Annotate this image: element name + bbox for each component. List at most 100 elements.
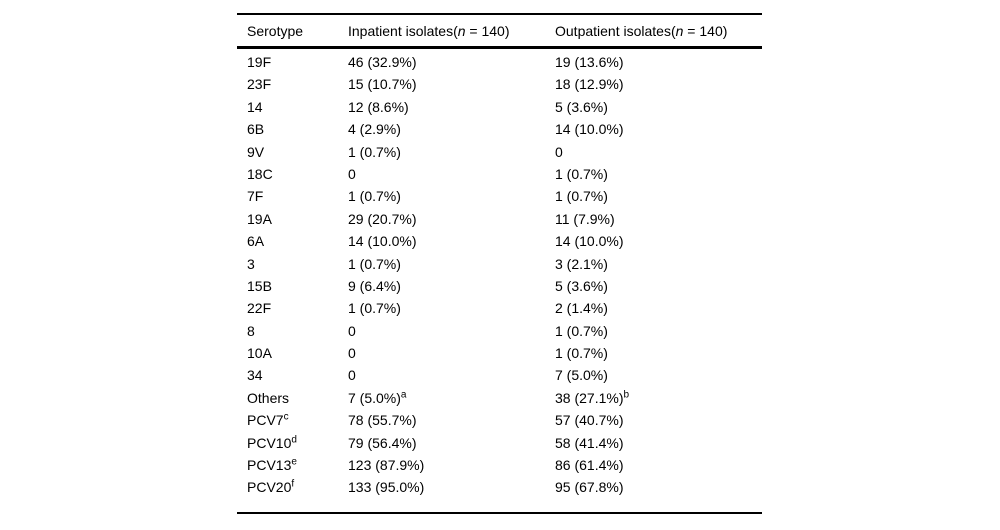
header-outpatient: Outpatient isolates(n = 140): [555, 23, 762, 39]
serotype-label: PCV13: [247, 457, 292, 474]
serotype-cell: 6A: [247, 230, 348, 252]
table-row: 10A 0 1 (0.7%): [237, 342, 762, 364]
table-row: 9V 1 (0.7%) 0: [237, 141, 762, 163]
inpatient-value: 14 (10.0%): [348, 233, 417, 250]
inpatient-cell: 7 (5.0%)a: [348, 387, 555, 409]
serotype-cell: 3: [247, 253, 348, 275]
inpatient-value: 9 (6.4%): [348, 277, 401, 294]
table-row: 34 0 7 (5.0%): [237, 364, 762, 386]
header-outpatient-n: n: [675, 23, 684, 39]
serotype-footnote-marker: c: [283, 411, 289, 423]
outpatient-value: 3 (2.1%): [555, 255, 608, 272]
serotype-cell: PCV20f: [247, 476, 348, 498]
serotype-label: PCV7: [247, 412, 284, 429]
outpatient-value: 58 (41.4%): [555, 434, 624, 451]
table-row: PCV20f 133 (95.0%) 95 (67.8%): [237, 476, 762, 498]
inpatient-cell: 29 (20.7%): [348, 208, 555, 230]
table-row: 19A 29 (20.7%) 11 (7.9%): [237, 208, 762, 230]
outpatient-value: 5 (3.6%): [555, 98, 608, 115]
serotype-label: 18C: [247, 165, 273, 182]
serotype-cell: 10A: [247, 342, 348, 364]
header-inpatient-rest: = 140): [465, 23, 510, 39]
inpatient-value: 78 (55.7%): [348, 412, 417, 429]
inpatient-cell: 12 (8.6%): [348, 96, 555, 118]
outpatient-value: 14 (10.0%): [555, 121, 624, 138]
inpatient-cell: 0: [348, 163, 555, 185]
inpatient-value: 1 (0.7%): [348, 300, 401, 317]
outpatient-cell: 14 (10.0%): [555, 230, 762, 252]
header-outpatient-prefix: Outpatient isolates(: [555, 23, 676, 39]
serotype-footnote-marker: d: [291, 433, 297, 445]
inpatient-cell: 0: [348, 342, 555, 364]
serotype-label: 7F: [247, 188, 264, 205]
inpatient-cell: 1 (0.7%): [348, 297, 555, 319]
outpatient-cell: 7 (5.0%): [555, 364, 762, 386]
inpatient-cell: 0: [348, 320, 555, 342]
serotype-cell: 34: [247, 364, 348, 386]
outpatient-cell: 86 (61.4%): [555, 454, 762, 476]
inpatient-cell: 133 (95.0%): [348, 476, 555, 498]
inpatient-value: 0: [348, 345, 356, 362]
outpatient-value: 5 (3.6%): [555, 277, 608, 294]
table-row: 15B 9 (6.4%) 5 (3.6%): [237, 275, 762, 297]
table-row: 7F 1 (0.7%) 1 (0.7%): [237, 185, 762, 207]
serotype-cell: PCV13e: [247, 454, 348, 476]
inpatient-cell: 14 (10.0%): [348, 230, 555, 252]
table-row: Others 7 (5.0%)a 38 (27.1%)b: [237, 387, 762, 409]
table-row: 14 12 (8.6%) 5 (3.6%): [237, 96, 762, 118]
outpatient-value: 86 (61.4%): [555, 457, 624, 474]
inpatient-cell: 1 (0.7%): [348, 253, 555, 275]
serotype-distribution-table: Serotype Inpatient isolates(n = 140) Out…: [237, 13, 762, 514]
serotype-cell: 7F: [247, 185, 348, 207]
header-inpatient-prefix: Inpatient isolates(: [348, 23, 458, 39]
inpatient-cell: 9 (6.4%): [348, 275, 555, 297]
serotype-cell: 6B: [247, 118, 348, 140]
serotype-label: 6A: [247, 233, 265, 250]
inpatient-value: 133 (95.0%): [348, 479, 425, 496]
header-inpatient-n: n: [457, 23, 466, 39]
inpatient-cell: 0: [348, 364, 555, 386]
serotype-cell: 15B: [247, 275, 348, 297]
serotype-cell: 19A: [247, 208, 348, 230]
header-serotype: Serotype: [247, 23, 304, 39]
inpatient-cell: 78 (55.7%): [348, 409, 555, 431]
table-row: PCV10d 79 (56.4%) 58 (41.4%): [237, 432, 762, 454]
serotype-label: 22F: [247, 300, 272, 317]
inpatient-cell: 79 (56.4%): [348, 432, 555, 454]
outpatient-value: 11 (7.9%): [555, 210, 615, 227]
serotype-label: Others: [247, 389, 290, 406]
serotype-label: PCV20: [247, 479, 292, 496]
inpatient-value: 46 (32.9%): [348, 54, 417, 70]
table-header-row: Serotype Inpatient isolates(n = 140) Out…: [237, 15, 762, 49]
table-row: 8 0 1 (0.7%): [237, 320, 762, 342]
inpatient-value: 0: [348, 367, 356, 384]
outpatient-cell: 19 (13.6%): [555, 51, 762, 73]
serotype-cell: 9V: [247, 141, 348, 163]
table-body: 19F 46 (32.9%) 19 (13.6%) 23F 15 (10.7%)…: [237, 49, 762, 499]
serotype-cell: 23F: [247, 73, 348, 95]
outpatient-cell: 3 (2.1%): [555, 253, 762, 275]
inpatient-value: 0: [348, 165, 356, 182]
outpatient-value: 1 (0.7%): [555, 322, 608, 339]
outpatient-value: 2 (1.4%): [555, 300, 608, 317]
outpatient-footnote-marker: b: [623, 389, 630, 401]
inpatient-value: 12 (8.6%): [348, 98, 409, 115]
table-row: 19F 46 (32.9%) 19 (13.6%): [237, 51, 762, 73]
inpatient-value: 7 (5.0%): [348, 389, 401, 406]
serotype-cell: 8: [247, 320, 348, 342]
outpatient-cell: 0: [555, 141, 762, 163]
serotype-cell: 22F: [247, 297, 348, 319]
outpatient-value: 0: [555, 143, 563, 160]
serotype-label: 14: [247, 98, 263, 115]
outpatient-value: 14 (10.0%): [555, 233, 624, 250]
table-row: 6A 14 (10.0%) 14 (10.0%): [237, 230, 762, 252]
outpatient-cell: 1 (0.7%): [555, 163, 762, 185]
inpatient-footnote-marker: a: [400, 389, 407, 401]
table-row: 3 1 (0.7%) 3 (2.1%): [237, 253, 762, 275]
outpatient-cell: 1 (0.7%): [555, 342, 762, 364]
inpatient-value: 1 (0.7%): [348, 188, 401, 205]
serotype-label: 3: [247, 255, 255, 272]
table-row: PCV13e 123 (87.9%) 86 (61.4%): [237, 454, 762, 476]
outpatient-value: 1 (0.7%): [555, 188, 608, 205]
serotype-label: 8: [247, 322, 255, 339]
